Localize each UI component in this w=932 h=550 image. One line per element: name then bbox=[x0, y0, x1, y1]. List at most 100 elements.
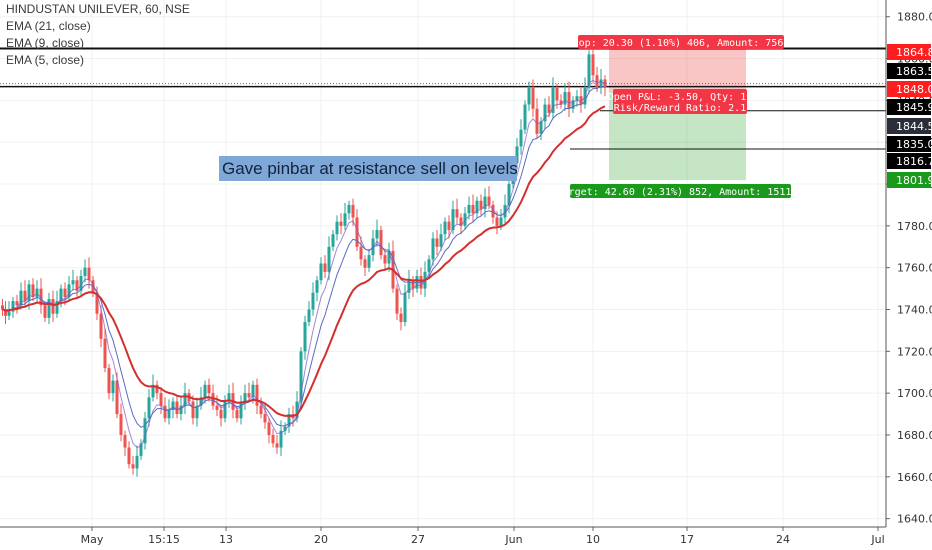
candle-body bbox=[143, 418, 147, 444]
candle-body bbox=[215, 405, 219, 410]
price-tag bbox=[887, 172, 931, 188]
price-tag bbox=[887, 153, 931, 169]
candle-body bbox=[7, 311, 11, 316]
candle-body bbox=[455, 209, 459, 218]
price-axis[interactable]: 1640.00 1660.00 1680.00 1700.00 1720.00 1740.… bbox=[885, 0, 932, 527]
candle-body bbox=[587, 54, 591, 88]
candle-body bbox=[331, 234, 335, 247]
candle-body bbox=[195, 405, 199, 419]
candle-body bbox=[327, 246, 331, 272]
horizontal-levels bbox=[0, 47, 886, 150]
price-tag-label: 1801.90 bbox=[896, 174, 932, 187]
candle-body bbox=[563, 92, 567, 105]
candle-body bbox=[191, 401, 195, 419]
candle-body bbox=[99, 313, 103, 339]
candle-body bbox=[235, 409, 239, 419]
target-label-box bbox=[570, 184, 791, 198]
candle-body bbox=[599, 79, 603, 88]
candle-body bbox=[355, 217, 359, 247]
candle-body bbox=[307, 309, 311, 323]
candle-body bbox=[275, 443, 279, 448]
price-tag-label: 1816.75 bbox=[896, 155, 932, 168]
candle-body bbox=[183, 393, 187, 406]
x-tick-label: 27 bbox=[411, 533, 425, 546]
y-tick-label: 1760.00 bbox=[897, 262, 932, 275]
candle-body bbox=[567, 92, 571, 109]
candle-body bbox=[407, 280, 411, 293]
candle-body bbox=[507, 184, 511, 205]
candle-body bbox=[227, 393, 231, 402]
candle-body bbox=[383, 255, 387, 264]
candle-body bbox=[403, 292, 407, 323]
candle-body bbox=[147, 397, 151, 419]
legend-ema-9[interactable]: EMA (9, close) bbox=[6, 36, 85, 50]
candle-body bbox=[35, 288, 39, 297]
candle-body bbox=[451, 209, 455, 231]
candle-body bbox=[591, 54, 595, 76]
candle-body bbox=[31, 284, 35, 297]
candle-body bbox=[447, 221, 451, 231]
candle-body bbox=[83, 267, 87, 277]
candle-body bbox=[107, 368, 111, 394]
price-tag-label: 1864.80 bbox=[896, 46, 932, 59]
x-tick-label: 20 bbox=[314, 533, 328, 546]
candle-body bbox=[483, 196, 487, 210]
candle-body bbox=[175, 401, 179, 415]
candle-body bbox=[419, 276, 423, 289]
candle-body bbox=[395, 288, 399, 314]
candle-body bbox=[131, 464, 135, 469]
stop-label: Stop: 20.30 (1.10%) 406, Amount: 756.4 bbox=[567, 38, 796, 49]
position-zones bbox=[609, 48, 746, 181]
candle-body bbox=[199, 397, 203, 406]
candle-body bbox=[335, 221, 339, 235]
candle-body bbox=[431, 238, 435, 260]
legend-ema-21[interactable]: EMA (21, close) bbox=[6, 19, 91, 33]
candle-body bbox=[435, 238, 439, 247]
candle-body bbox=[367, 255, 371, 268]
candle-body bbox=[299, 351, 303, 402]
x-tick-label: 13 bbox=[219, 533, 233, 546]
y-tick-label: 1740.00 bbox=[897, 304, 932, 317]
candle-body bbox=[239, 401, 243, 419]
y-tick-label: 1680.00 bbox=[897, 429, 932, 442]
candle-body bbox=[559, 100, 563, 105]
price-tag bbox=[887, 118, 931, 134]
price-tag-label: 1845.95 bbox=[896, 101, 932, 114]
x-tick-label: May bbox=[81, 533, 104, 546]
y-tick-label: 1640.00 bbox=[897, 513, 932, 526]
pnl-label: Open P&L: -3.50, Qty: 12 bbox=[608, 92, 753, 103]
candle-body bbox=[207, 384, 211, 394]
candle-body bbox=[43, 305, 47, 318]
chart-title: HINDUSTAN UNILEVER, 60, NSE bbox=[6, 2, 190, 16]
candle-body bbox=[271, 434, 275, 444]
legend-ema-5[interactable]: EMA (5, close) bbox=[6, 53, 85, 67]
price-tag-label: 1835.05 bbox=[896, 138, 932, 151]
candle-body bbox=[531, 87, 535, 109]
candle-body bbox=[499, 217, 503, 226]
candle-body bbox=[463, 213, 467, 226]
candle-body bbox=[523, 104, 527, 130]
candle-body bbox=[347, 204, 351, 214]
candle-body bbox=[259, 405, 263, 415]
annotation-note[interactable]: Gave pinbar at resistance sell on levels bbox=[219, 156, 517, 181]
candle-body bbox=[439, 234, 443, 247]
candle-body bbox=[1, 305, 4, 310]
price-tag bbox=[887, 44, 931, 60]
time-axis[interactable]: May 15:15 13 20 27 Jun 10 17 24 Jul bbox=[0, 526, 886, 546]
y-tick-label: 1880.00 bbox=[897, 11, 932, 24]
x-tick-label: Jul bbox=[870, 533, 884, 546]
target-label: Target: 42.60 (2.31%) 852, Amount: 1511.… bbox=[557, 187, 804, 198]
x-tick-label: 24 bbox=[776, 533, 790, 546]
candle-body bbox=[315, 280, 319, 293]
x-tick-label: Jun bbox=[504, 533, 522, 546]
candle-body bbox=[4, 309, 7, 316]
y-tick-label: 1700.00 bbox=[897, 387, 932, 400]
candle-body bbox=[103, 338, 107, 369]
candle-body bbox=[467, 204, 471, 214]
ema-5-line bbox=[2, 79, 606, 449]
candle-body bbox=[399, 313, 403, 323]
candle-body bbox=[491, 204, 495, 218]
y-tick-label: 1720.00 bbox=[897, 345, 932, 358]
candle-body bbox=[263, 414, 267, 423]
